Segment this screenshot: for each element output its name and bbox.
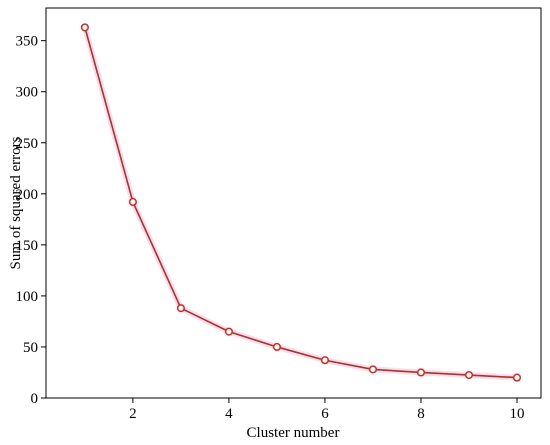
marker xyxy=(128,197,137,207)
x-tick-label: 10 xyxy=(509,406,524,422)
marker xyxy=(512,373,522,382)
y-tick-label: 150 xyxy=(16,238,39,254)
marker xyxy=(80,23,89,32)
x-tick-label: 8 xyxy=(417,406,425,422)
marker xyxy=(320,356,329,365)
marker xyxy=(176,304,185,313)
marker xyxy=(224,327,233,336)
y-tick-label: 300 xyxy=(16,85,39,101)
y-tick-label: 200 xyxy=(16,187,39,203)
plot-frame xyxy=(45,7,542,399)
y-tick-label: 250 xyxy=(16,136,39,152)
marker xyxy=(416,368,426,377)
x-tick-label: 4 xyxy=(225,406,233,422)
y-tick-label: 100 xyxy=(16,289,39,305)
marker xyxy=(464,370,474,380)
line xyxy=(84,27,518,379)
marker xyxy=(272,342,281,352)
y-axis-label: Sum of squared errors xyxy=(8,136,24,269)
line xyxy=(81,26,518,381)
x-tick-label: 2 xyxy=(129,406,137,422)
y-tick-label: 0 xyxy=(31,391,39,407)
x-tick-label: 6 xyxy=(321,406,329,422)
marker xyxy=(368,365,378,374)
y-tick-label: 350 xyxy=(16,34,39,50)
x-axis-label: Cluster number xyxy=(247,425,340,441)
y-tick-label: 50 xyxy=(23,340,38,356)
